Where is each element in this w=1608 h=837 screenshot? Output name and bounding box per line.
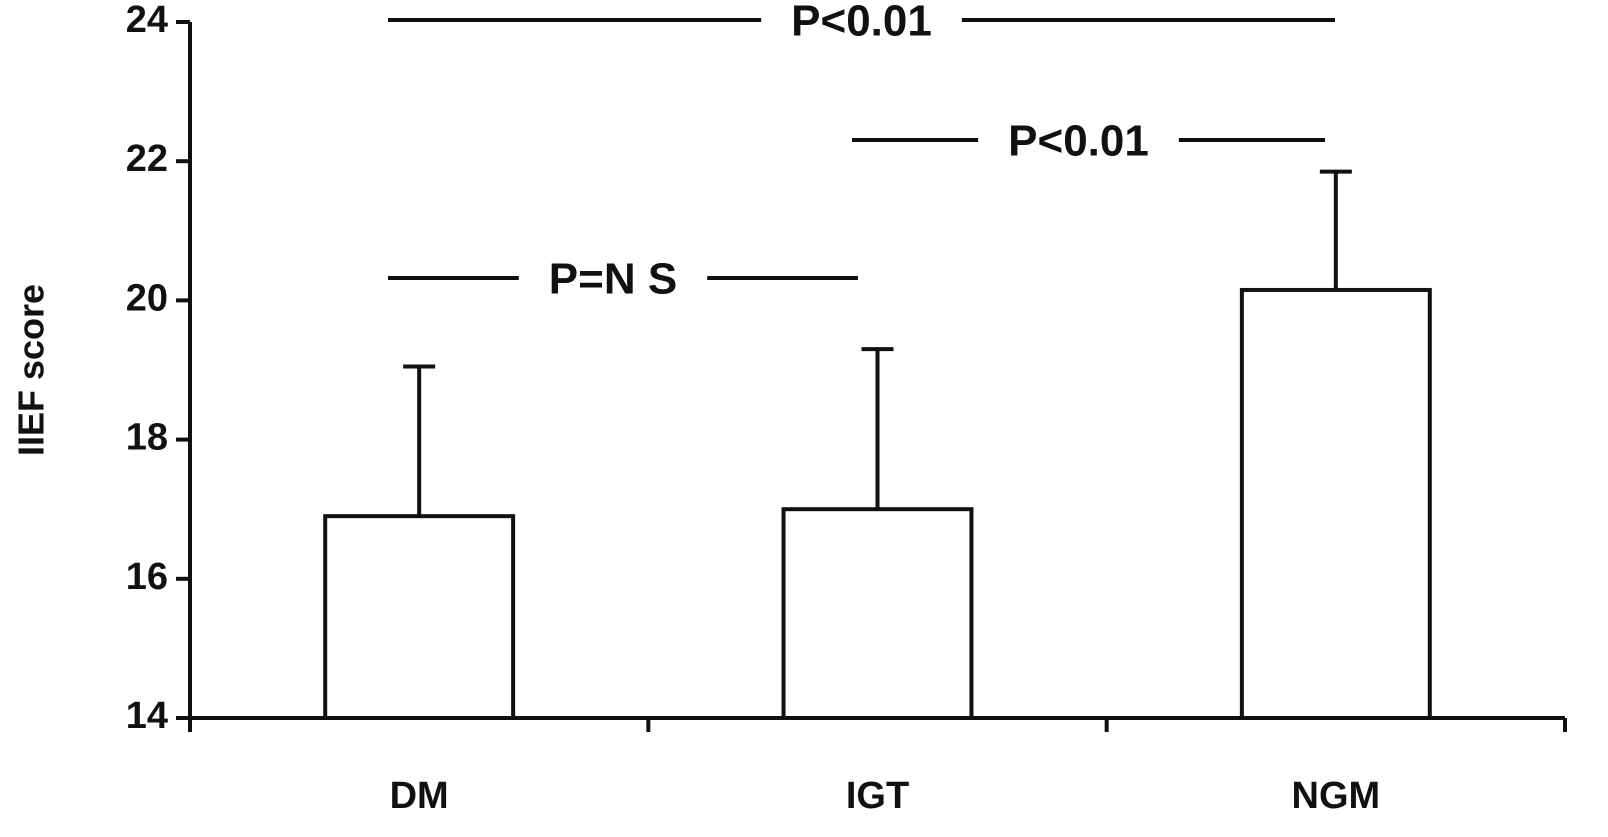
y-axis-label: IIEF score	[11, 284, 52, 456]
y-tick-label: 16	[126, 556, 168, 598]
bar	[323, 514, 516, 720]
y-tick-label: 20	[126, 277, 168, 319]
significance-label: P<0.01	[791, 0, 932, 46]
y-tick-label: 14	[126, 695, 168, 737]
bar	[1239, 287, 1432, 720]
x-tick-label: IGT	[846, 775, 909, 817]
y-tick-label: 24	[126, 0, 168, 41]
y-tick-label: 22	[126, 138, 168, 180]
x-tick-label: NGM	[1292, 775, 1381, 817]
x-tick-label: DM	[390, 775, 449, 817]
significance-label: P=N S	[549, 255, 677, 304]
bar	[781, 507, 974, 721]
y-tick-label: 18	[126, 417, 168, 459]
significance-label: P<0.01	[1008, 117, 1149, 166]
